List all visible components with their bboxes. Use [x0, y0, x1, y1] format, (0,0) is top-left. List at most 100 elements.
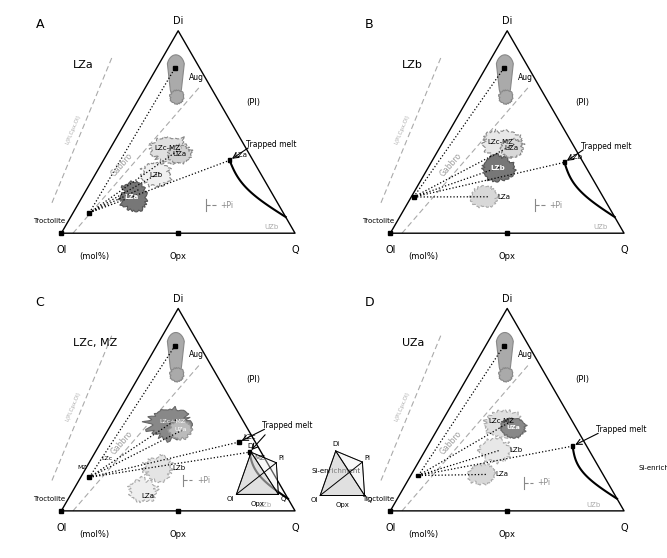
Polygon shape — [142, 406, 192, 442]
Polygon shape — [336, 451, 365, 496]
Bar — [87, 211, 91, 215]
Text: Aug: Aug — [518, 350, 533, 359]
Text: Pi: Pi — [365, 455, 371, 461]
Text: A: A — [35, 18, 44, 31]
Text: MZ: MZ — [77, 465, 87, 470]
Text: Troctolite: Troctolite — [33, 496, 65, 502]
Text: +Pi: +Pi — [197, 476, 210, 485]
Bar — [506, 232, 509, 235]
Text: Ol: Ol — [56, 245, 67, 255]
Text: Si-enrichment: Si-enrichment — [638, 465, 667, 471]
Text: Gabbro: Gabbro — [438, 429, 464, 456]
Text: Di: Di — [332, 441, 340, 448]
Polygon shape — [469, 185, 499, 208]
Text: LZb: LZb — [510, 447, 523, 453]
Polygon shape — [476, 437, 512, 464]
Text: LZb: LZb — [149, 171, 163, 177]
Text: L(Pl,Cpx,Ol): L(Pl,Cpx,Ol) — [394, 114, 410, 145]
Bar — [388, 232, 392, 235]
Text: +Pi: +Pi — [220, 201, 233, 210]
Text: UZb: UZb — [594, 224, 608, 230]
Polygon shape — [140, 162, 172, 187]
Polygon shape — [167, 333, 184, 374]
Text: Opx: Opx — [169, 252, 187, 261]
Text: Aug: Aug — [189, 73, 203, 81]
Text: UZa: UZa — [172, 151, 186, 157]
Text: LZa: LZa — [124, 194, 139, 200]
Polygon shape — [482, 410, 525, 439]
Text: LZc-MZ: LZc-MZ — [488, 418, 514, 425]
Text: Trapped melt: Trapped melt — [581, 142, 631, 151]
Bar — [176, 509, 180, 513]
Bar — [412, 195, 416, 199]
Text: UZa: UZa — [506, 425, 520, 430]
Text: Opx: Opx — [251, 501, 264, 507]
Text: Q: Q — [620, 522, 628, 532]
Bar — [176, 232, 180, 235]
Bar — [247, 450, 251, 454]
Text: LZb: LZb — [172, 465, 185, 472]
Text: UZa: UZa — [402, 338, 424, 348]
Text: LZc, MZ: LZc, MZ — [73, 338, 117, 348]
Text: Pi: Pi — [278, 455, 284, 461]
Polygon shape — [149, 136, 193, 165]
Text: LZc-MZ: LZc-MZ — [155, 145, 181, 151]
Bar — [502, 66, 506, 70]
Text: UZa: UZa — [505, 145, 519, 151]
Text: Troctolite: Troctolite — [33, 218, 65, 224]
Bar — [237, 440, 241, 444]
Text: LZc+MZ: LZc+MZ — [159, 419, 185, 424]
Bar — [59, 509, 63, 513]
Text: LZc: LZc — [101, 456, 112, 461]
Polygon shape — [496, 55, 514, 97]
Polygon shape — [499, 90, 513, 104]
Text: (mol%): (mol%) — [408, 530, 438, 538]
Text: Opx: Opx — [336, 502, 350, 508]
Text: Q: Q — [291, 522, 299, 532]
Text: LZa: LZa — [73, 60, 94, 70]
Bar — [416, 474, 420, 478]
Polygon shape — [500, 138, 524, 158]
Text: MZ: MZ — [254, 455, 265, 460]
Polygon shape — [167, 55, 184, 97]
Text: Ol: Ol — [385, 522, 396, 532]
Text: Ol: Ol — [311, 497, 318, 503]
Text: Q: Q — [291, 245, 299, 255]
Text: Ol: Ol — [227, 496, 234, 502]
Text: Opx: Opx — [499, 252, 516, 261]
Text: Opx: Opx — [499, 530, 516, 538]
Text: L(Pl,Cpx,Ol): L(Pl,Cpx,Ol) — [65, 391, 81, 422]
Bar — [506, 509, 509, 513]
Text: Trapped melt: Trapped melt — [262, 421, 313, 430]
Bar — [173, 66, 177, 70]
Text: Q: Q — [367, 497, 372, 503]
Polygon shape — [482, 153, 516, 182]
Text: (Pl): (Pl) — [246, 98, 260, 107]
Bar — [502, 344, 506, 348]
Polygon shape — [236, 452, 278, 494]
Polygon shape — [169, 367, 184, 382]
Polygon shape — [118, 181, 148, 212]
Polygon shape — [127, 477, 159, 503]
Text: LZb: LZb — [490, 165, 505, 171]
Text: Di: Di — [247, 443, 255, 449]
Text: (mol%): (mol%) — [79, 252, 109, 261]
Text: (mol%): (mol%) — [408, 252, 438, 261]
Text: Trapped melt: Trapped melt — [596, 425, 646, 435]
Text: (mol%): (mol%) — [79, 530, 109, 538]
Text: Q: Q — [620, 245, 628, 255]
Text: LZc: LZc — [243, 434, 256, 440]
Text: UZb: UZb — [265, 224, 279, 230]
Polygon shape — [499, 367, 513, 382]
Text: Ol: Ol — [56, 522, 67, 532]
Text: Di: Di — [173, 16, 183, 26]
Bar — [227, 158, 231, 162]
Text: Troctolite: Troctolite — [362, 496, 394, 502]
Text: LZa: LZa — [498, 194, 511, 200]
Polygon shape — [320, 451, 365, 496]
Text: Troctolite: Troctolite — [362, 218, 394, 224]
Text: D: D — [365, 296, 374, 309]
Text: +Pi: +Pi — [538, 478, 551, 487]
Polygon shape — [482, 129, 525, 158]
Text: Ol: Ol — [385, 245, 396, 255]
